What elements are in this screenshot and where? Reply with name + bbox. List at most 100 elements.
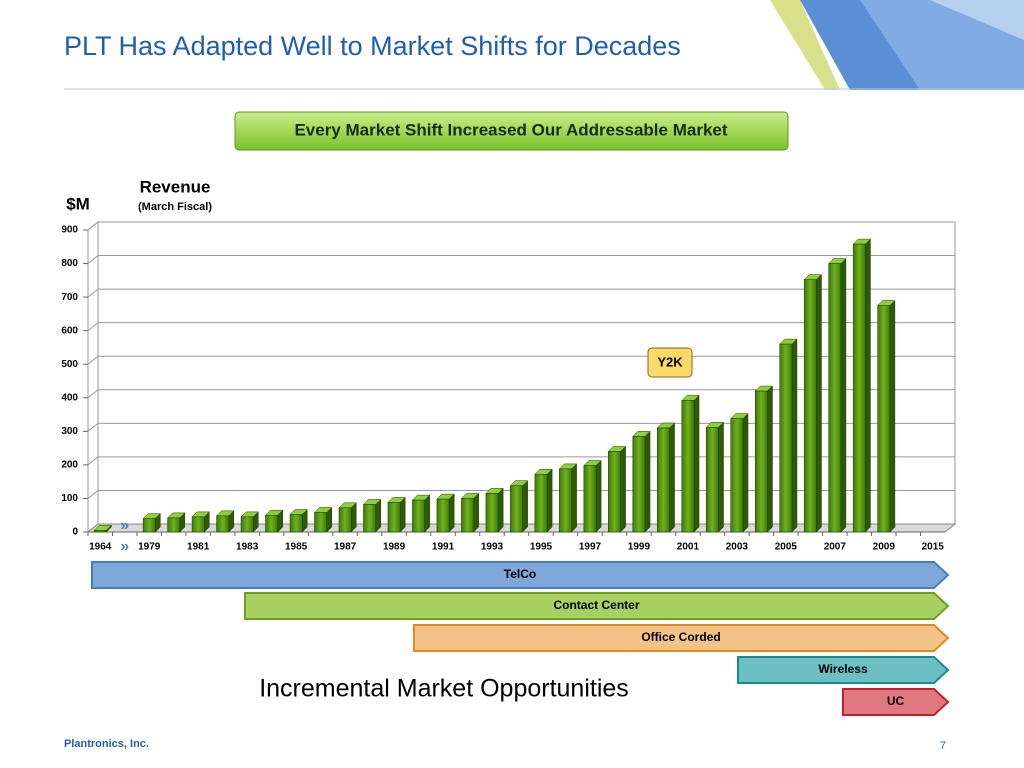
slide-title: PLT Has Adapted Well to Market Shifts fo…	[64, 31, 681, 61]
bar-side	[889, 299, 896, 533]
caption: Incremental Market Opportunities	[259, 675, 629, 703]
bar	[779, 343, 793, 533]
bar-side	[840, 257, 847, 533]
x-tick-label: 2003	[726, 542, 749, 553]
bar	[216, 515, 230, 533]
decor	[930, 0, 1024, 40]
x-tick-label: 2009	[873, 542, 896, 553]
bar	[240, 516, 254, 533]
bar	[289, 514, 303, 533]
bar	[608, 451, 621, 533]
grid-line	[87, 389, 955, 399]
x-tick-label: 1983	[236, 542, 259, 553]
bar-side	[497, 487, 504, 533]
x-tick-label: 1995	[530, 542, 553, 553]
grid-line	[87, 221, 955, 231]
market-label: UC	[887, 694, 905, 708]
bar-side	[865, 238, 871, 533]
x-tick-label: 1989	[383, 542, 406, 553]
y-tick-label: 300	[61, 426, 78, 437]
chart-subtitle: (March Fiscal)	[138, 201, 212, 213]
x-tick-label: 1991	[432, 542, 455, 553]
bar	[93, 530, 107, 533]
y-tick-label: 100	[61, 493, 78, 504]
x-tick-label: 1964	[89, 542, 112, 553]
y-tick-label: 200	[61, 460, 78, 471]
market-arrow	[737, 656, 950, 684]
bar	[387, 502, 401, 533]
bar	[485, 493, 499, 533]
bar	[754, 390, 768, 533]
bar	[510, 485, 523, 533]
bar	[191, 516, 205, 533]
bar	[559, 468, 572, 533]
bar-side	[693, 394, 700, 533]
bar	[142, 518, 156, 533]
y-tick-label: 0	[72, 527, 78, 538]
bar-side	[448, 493, 455, 533]
y-tick-label: 800	[61, 258, 78, 269]
bar-side	[791, 338, 798, 533]
axis-break: »	[120, 517, 129, 534]
bar	[167, 517, 181, 533]
bar	[632, 436, 646, 533]
y-axis-label: $M	[66, 194, 90, 213]
bar	[583, 465, 597, 533]
bar-side	[424, 494, 430, 533]
footer: Plantronics, Inc.	[64, 738, 149, 750]
bar	[877, 305, 891, 533]
x-tick-label: 1993	[481, 542, 504, 553]
bar-side	[669, 422, 675, 533]
y-tick-label: 600	[61, 325, 78, 336]
banner-box	[234, 111, 789, 151]
bar-side	[522, 480, 528, 533]
decor	[770, 0, 840, 90]
x-tick-label: 1985	[285, 542, 308, 553]
bar-side	[816, 274, 822, 533]
market-arrow	[91, 561, 950, 589]
bar	[461, 498, 474, 533]
x-tick-label: 2007	[824, 542, 847, 553]
bar-side	[595, 459, 602, 533]
grid-line	[87, 255, 955, 264]
bar-side	[620, 445, 626, 533]
axis-break: »	[120, 538, 129, 555]
bar	[828, 263, 842, 533]
x-tick-label: 2001	[677, 542, 700, 553]
bar-side	[473, 492, 479, 533]
bar	[681, 400, 695, 533]
x-tick-label: 1979	[138, 542, 161, 553]
bar-side	[546, 468, 553, 533]
bar-side	[742, 412, 749, 533]
y-tick-label: 400	[61, 392, 78, 403]
y-tick-label: 900	[61, 225, 78, 236]
annotation: Y2K	[657, 354, 683, 369]
bar	[657, 427, 670, 533]
market-arrow	[244, 592, 950, 620]
market-label: TelCo	[504, 567, 536, 581]
chart-title: Revenue	[140, 177, 211, 196]
bar	[412, 499, 425, 533]
bar	[730, 418, 744, 533]
plot-wall	[87, 220, 99, 534]
bar-side	[375, 498, 381, 533]
bar	[534, 474, 548, 533]
y-tick-label: 700	[61, 292, 78, 303]
x-tick-label: 1997	[579, 542, 602, 553]
bar	[706, 427, 719, 533]
grid-line	[87, 288, 955, 298]
page-number: 7	[940, 740, 946, 752]
bar	[852, 243, 866, 533]
x-tick-label: 1999	[628, 542, 651, 553]
grid-line	[87, 322, 955, 332]
annotation-box	[647, 347, 693, 378]
bar	[803, 279, 817, 533]
y-tick-label: 500	[61, 359, 78, 370]
bar	[363, 504, 376, 533]
market-arrow	[413, 624, 950, 652]
market-label: Contact Center	[553, 598, 639, 612]
bar-side	[644, 430, 651, 533]
market-label: Wireless	[818, 662, 868, 676]
